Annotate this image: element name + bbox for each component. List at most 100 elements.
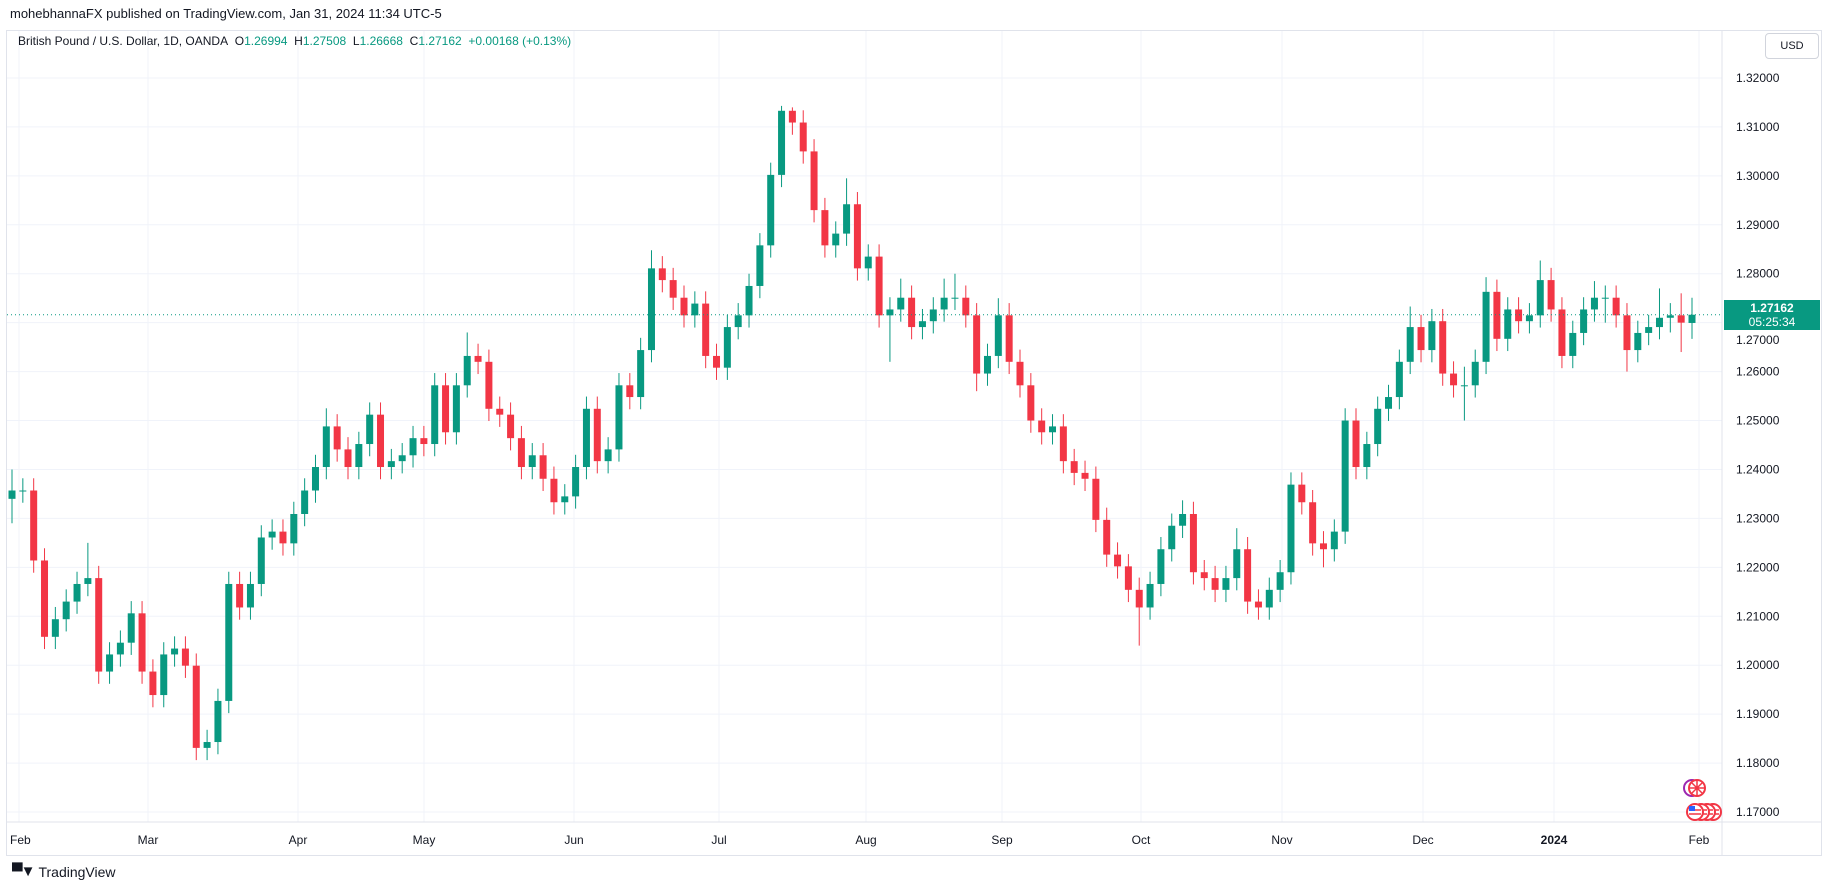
candle — [442, 373, 450, 445]
candle-body — [225, 583, 233, 701]
candle-body — [1569, 332, 1577, 356]
symbol-name: British Pound / U.S. Dollar, 1D, OANDA — [18, 34, 229, 48]
candle-body — [756, 245, 764, 286]
candle — [1070, 448, 1078, 486]
x-tick-label: Jul — [711, 833, 726, 847]
candle — [1688, 297, 1696, 339]
candle-body — [680, 297, 688, 316]
candle — [593, 396, 601, 474]
candle — [1298, 472, 1306, 515]
candle — [1612, 285, 1620, 328]
candle — [409, 425, 417, 468]
candle-body — [1276, 572, 1284, 590]
candle — [647, 250, 655, 363]
candle-body — [1319, 543, 1327, 550]
tradingview-logo-icon[interactable]: ▀▼ — [12, 863, 36, 880]
candle-body — [1374, 408, 1382, 445]
candle-body — [1222, 578, 1230, 590]
candle — [875, 244, 883, 328]
candle-body — [1168, 525, 1176, 550]
candle — [257, 525, 265, 597]
candle-body — [832, 233, 840, 246]
candle-body — [1395, 361, 1403, 398]
candle-body — [73, 583, 81, 602]
x-tick-label: Sep — [991, 833, 1013, 847]
candle-body — [669, 280, 677, 298]
candle-body — [268, 531, 276, 538]
candle-body — [1525, 315, 1533, 322]
candle — [474, 343, 482, 375]
candle — [1471, 349, 1479, 398]
candle-body — [311, 467, 319, 491]
candle — [550, 466, 558, 515]
candle — [1601, 285, 1609, 323]
candle-body — [51, 619, 59, 637]
candle-body — [1493, 291, 1501, 339]
candle — [507, 402, 515, 451]
currency-button[interactable]: USD — [1765, 33, 1819, 59]
candle — [387, 448, 395, 480]
candle-body — [973, 315, 981, 374]
candle-body — [41, 560, 49, 637]
footer-brand[interactable]: TradingView — [38, 863, 116, 880]
candle-body — [799, 122, 807, 152]
candle-body — [84, 578, 92, 584]
candle-body — [1135, 589, 1143, 608]
candle-body — [810, 151, 818, 211]
candle-body — [1146, 583, 1154, 608]
candle — [322, 408, 330, 480]
candle-body — [1536, 280, 1544, 316]
candle — [940, 278, 948, 322]
y-tick-label: 1.18000 — [1736, 756, 1780, 770]
candle — [203, 729, 211, 761]
candle-body — [886, 309, 894, 316]
candle-body — [1309, 502, 1317, 544]
candle — [1439, 308, 1447, 386]
candle — [1254, 589, 1262, 620]
candle — [1211, 565, 1219, 603]
candle-body — [918, 321, 926, 328]
candle-body — [8, 490, 16, 499]
candle — [149, 659, 157, 708]
candle-body — [550, 478, 558, 503]
candle-body — [517, 438, 525, 468]
candle-body — [1103, 519, 1111, 555]
candle-body — [1027, 385, 1035, 421]
candle — [1168, 513, 1176, 562]
candle — [485, 349, 493, 422]
candle-body — [929, 309, 937, 322]
candle-body — [1363, 444, 1371, 468]
candle-body — [561, 496, 569, 503]
candle-body — [1601, 297, 1609, 299]
candle — [1352, 408, 1360, 480]
candle-body — [1450, 373, 1458, 386]
candle — [1580, 297, 1588, 346]
candle — [1265, 577, 1273, 620]
candle — [106, 642, 114, 684]
candle — [73, 571, 81, 614]
candle — [734, 303, 742, 340]
bar-countdown: 05:25:34 — [1748, 315, 1796, 329]
candle — [1276, 559, 1284, 603]
candle-body — [344, 449, 352, 468]
candle-body — [301, 490, 309, 514]
candle — [160, 642, 168, 708]
candle-body — [1417, 327, 1425, 351]
close-label: C — [409, 34, 419, 48]
candle-body — [1005, 315, 1013, 362]
y-tick-label: 1.30000 — [1736, 169, 1780, 183]
open-value: 1.26994 — [244, 34, 288, 48]
candle — [1049, 414, 1057, 445]
y-tick-label: 1.29000 — [1736, 218, 1780, 232]
candle-body — [30, 490, 38, 561]
candle — [1341, 408, 1349, 544]
change-value: +0.00168 (+0.13%) — [468, 34, 572, 48]
candle-body — [723, 327, 731, 368]
candle-body — [734, 315, 742, 328]
candle — [1569, 320, 1577, 369]
candle-body — [127, 613, 135, 643]
candle-body — [1265, 589, 1273, 608]
candle — [1330, 519, 1338, 562]
x-tick-label: Mar — [138, 833, 159, 847]
